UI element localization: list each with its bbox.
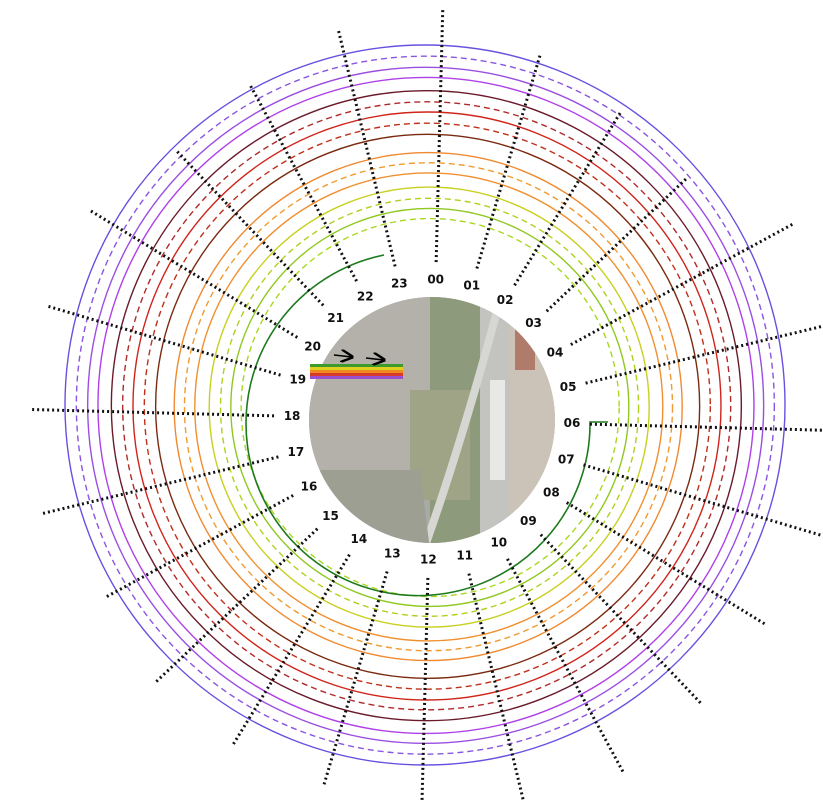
hour-ray	[434, 10, 445, 263]
hour-label: 13	[384, 547, 401, 561]
ring	[64, 44, 786, 766]
hour-label: 07	[558, 452, 575, 466]
hour-ray	[545, 177, 687, 313]
ring	[173, 151, 683, 662]
hour-label: 17	[288, 445, 305, 459]
ring	[230, 207, 630, 608]
hour-ray	[48, 304, 281, 377]
hour-label: 22	[357, 289, 374, 303]
hour-ray	[42, 455, 279, 515]
hour-label: 00	[427, 273, 444, 287]
hour-label: 09	[520, 514, 537, 528]
ring	[240, 217, 620, 598]
hour-ray	[585, 324, 823, 385]
hour-label: 20	[304, 339, 321, 353]
rings	[64, 44, 786, 766]
hour-ray	[337, 30, 397, 267]
ring	[132, 111, 722, 701]
ring	[219, 197, 640, 617]
hour-label: 06	[564, 416, 581, 430]
hour-ray	[539, 533, 702, 704]
hour-ray	[420, 577, 430, 800]
ring	[121, 101, 732, 711]
ring	[194, 172, 664, 642]
ring	[86, 66, 765, 745]
hour-ray	[570, 223, 794, 346]
hour-ray	[232, 553, 351, 745]
hour-ray	[565, 501, 766, 626]
ring	[97, 76, 755, 735]
hour-label: 05	[560, 380, 577, 394]
ring	[75, 55, 776, 755]
hour-ray	[467, 573, 525, 800]
hour-label: 08	[543, 486, 560, 500]
route-stripes	[310, 364, 403, 379]
hour-label: 01	[463, 278, 480, 292]
hour-label: 19	[289, 373, 306, 387]
ring	[183, 162, 674, 652]
hour-label: 21	[327, 311, 344, 325]
hour-label: 15	[322, 509, 339, 523]
direction-arrows	[333, 355, 384, 360]
ring	[110, 89, 743, 722]
hour-label: 12	[420, 552, 437, 566]
hour-ray	[506, 558, 625, 773]
hour-label: 16	[301, 479, 318, 493]
hour-ray	[32, 408, 275, 418]
hour-label: 02	[497, 293, 514, 307]
hour-ray	[155, 527, 319, 683]
hour-ray	[90, 209, 299, 339]
hour-labels: 00 01 02 03 04 05 06 07 08 09 10 11 12 13 14 15 16 17 18 19…	[284, 273, 581, 567]
hour-ray	[322, 571, 389, 785]
ring	[208, 186, 650, 628]
ring-arc	[245, 254, 608, 597]
hour-ray	[475, 55, 542, 269]
hour-ray	[176, 150, 325, 307]
hour-ray	[589, 422, 823, 432]
hour-ray	[513, 112, 622, 287]
hour-ray	[106, 494, 294, 598]
ring	[143, 122, 712, 690]
hour-label: 23	[391, 276, 408, 290]
hour-label: 14	[350, 532, 367, 546]
hour-ray	[249, 85, 358, 282]
hour-ray	[583, 463, 823, 538]
ring	[154, 133, 701, 680]
hour-label: 10	[490, 536, 507, 550]
hour-label: 03	[525, 316, 542, 330]
hour-label: 18	[284, 409, 301, 423]
hour-rays	[32, 10, 823, 800]
hour-label: 04	[547, 346, 564, 360]
hour-label: 11	[456, 549, 473, 563]
